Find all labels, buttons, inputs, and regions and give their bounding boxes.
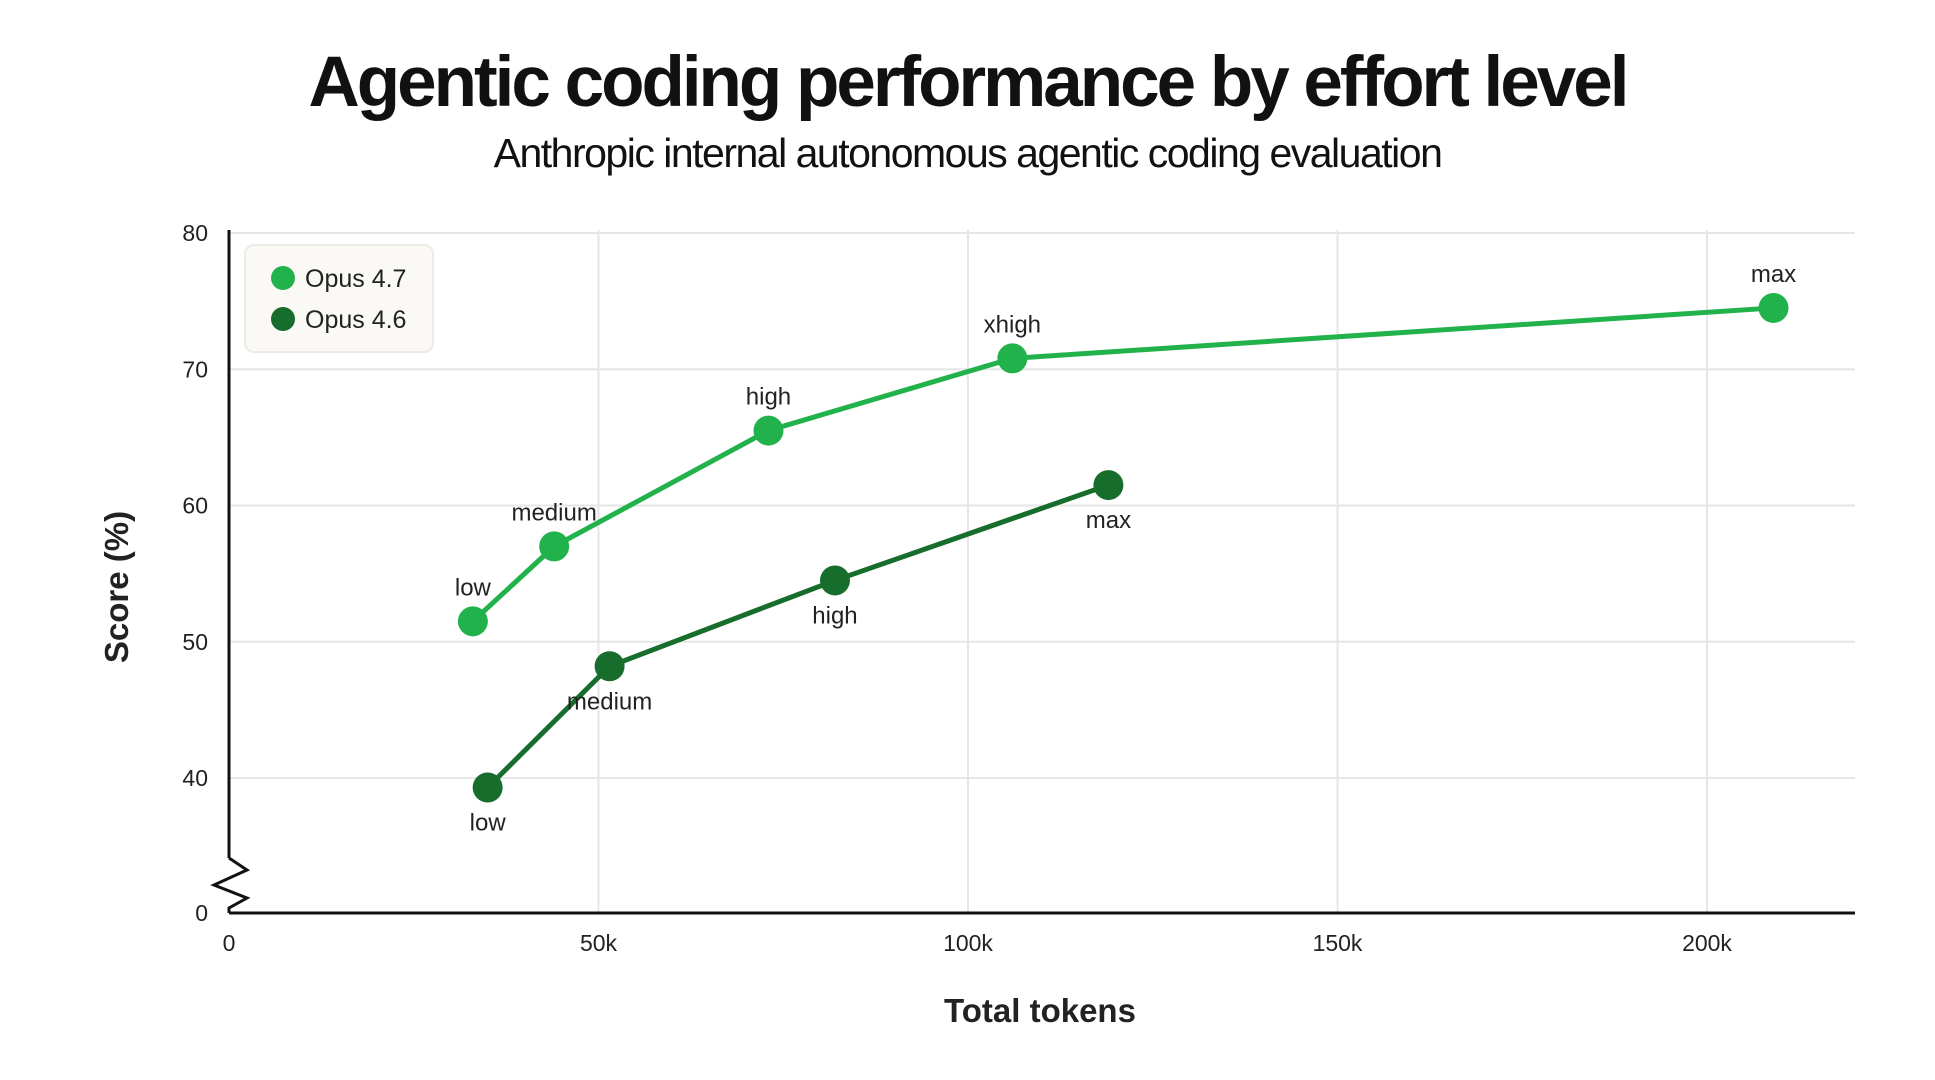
x-tick-label: 0	[223, 930, 236, 956]
series-points	[457, 292, 1789, 803]
legend: Opus 4.7 Opus 4.6	[244, 244, 434, 353]
data-point-label: high	[812, 602, 857, 629]
chart-title: Agentic coding performance by effort lev…	[308, 43, 1630, 122]
point-labels: low medium high xhigh max low medium high max	[455, 261, 1796, 837]
data-point	[594, 651, 625, 682]
legend-marker-opus-4-6	[271, 307, 295, 331]
x-tick-label: 100k	[943, 930, 993, 956]
legend-label-opus-4-7: Opus 4.7	[305, 265, 406, 293]
data-point-label: max	[1086, 507, 1131, 534]
x-tick-label: 150k	[1313, 930, 1363, 956]
series-line-1	[485, 482, 1111, 791]
data-point	[997, 343, 1028, 374]
y-tick-label: 40	[182, 765, 208, 791]
series-lines	[470, 305, 1777, 791]
data-point-label: max	[1751, 261, 1796, 288]
data-point	[819, 565, 850, 596]
legend-marker-opus-4-7	[271, 266, 295, 290]
axes	[210, 230, 1855, 915]
data-point	[472, 772, 503, 803]
data-point	[753, 415, 784, 446]
y-axis-break	[210, 856, 251, 913]
tick-labels: 0 40 50 60 70 80 0 50k 100k 150k 200k	[182, 220, 1732, 956]
legend-label-opus-4-6: Opus 4.6	[305, 306, 406, 334]
data-point	[539, 531, 570, 562]
legend-box	[244, 244, 434, 353]
y-tick-label: 70	[182, 356, 208, 382]
data-point-label: low	[470, 810, 507, 837]
data-point	[457, 606, 488, 637]
data-point-label: low	[455, 574, 492, 601]
chart-subtitle: Anthropic internal autonomous agentic co…	[493, 130, 1443, 176]
y-tick-label: 80	[182, 220, 208, 246]
x-tick-label: 200k	[1682, 930, 1732, 956]
data-point-label: xhigh	[984, 311, 1041, 338]
y-tick-label: 0	[195, 900, 208, 926]
data-point-label: medium	[511, 499, 596, 526]
data-point-label: high	[746, 384, 791, 411]
x-tick-label: 50k	[580, 930, 618, 956]
y-axis-label: Score (%)	[98, 511, 135, 663]
data-point	[1758, 292, 1789, 323]
series-line-0	[470, 305, 1777, 624]
y-tick-label: 60	[182, 493, 208, 519]
x-axis-label: Total tokens	[944, 992, 1136, 1029]
data-point-label: medium	[567, 688, 652, 715]
y-tick-label: 50	[182, 629, 208, 655]
data-point	[1093, 470, 1124, 501]
